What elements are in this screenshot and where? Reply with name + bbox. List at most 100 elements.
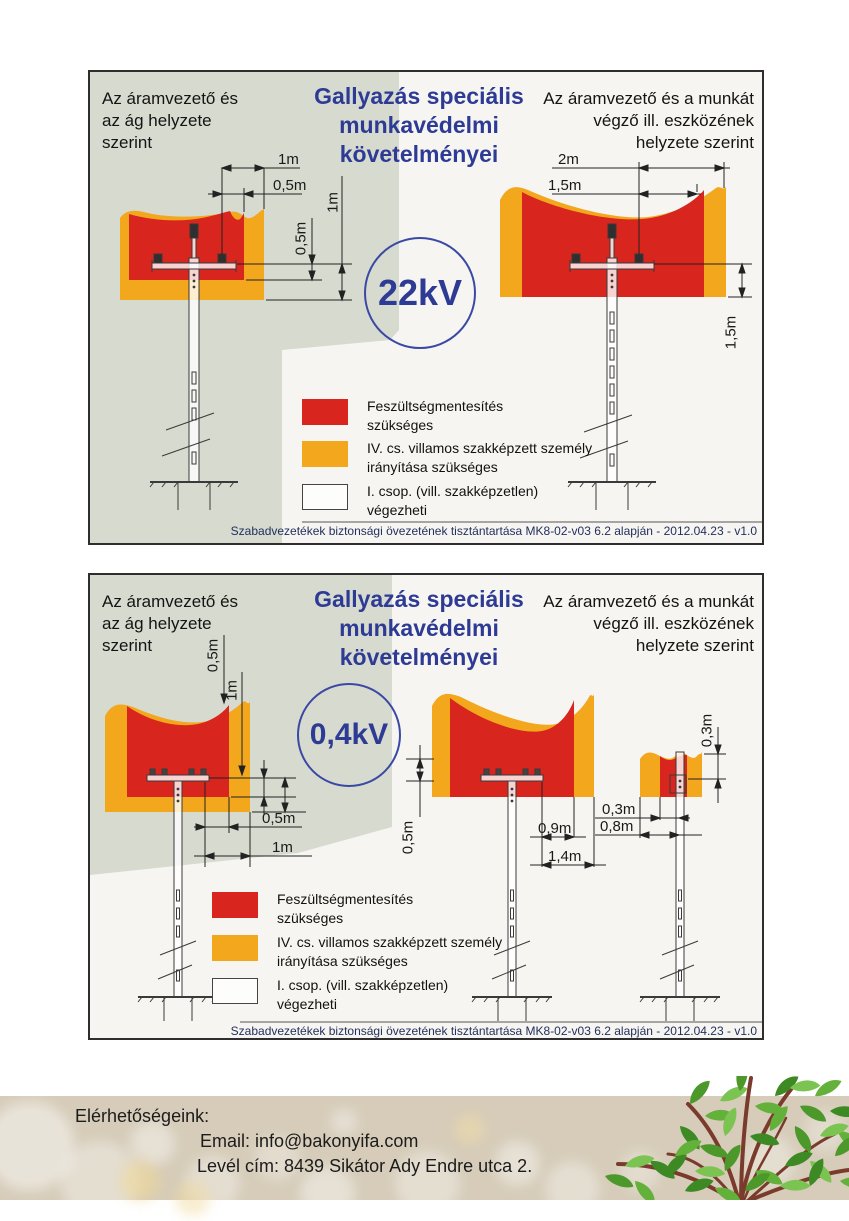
dim-label: 0,5m bbox=[262, 810, 296, 827]
legend-swatch-orange bbox=[302, 441, 348, 467]
break-mark bbox=[661, 940, 699, 956]
break-mark bbox=[659, 964, 695, 980]
header-right-line: végző ill. eszközének bbox=[593, 111, 754, 130]
pole-body bbox=[173, 780, 183, 998]
legend-swatch-red bbox=[212, 892, 258, 918]
header-right-line: helyzete szerint bbox=[635, 636, 754, 655]
utility-pole-left bbox=[137, 768, 218, 1021]
background-white-region bbox=[282, 72, 762, 543]
bokeh-circle bbox=[330, 1108, 358, 1136]
crossarm bbox=[146, 774, 210, 782]
leaf-cluster bbox=[603, 1076, 849, 1200]
title-line: munkavédelmi bbox=[339, 615, 499, 641]
dim-label: 0,3m bbox=[602, 801, 636, 818]
break-mark bbox=[161, 438, 211, 457]
header-right: Az áramvezető és a munkát végző ill. esz… bbox=[522, 88, 754, 154]
voltage-label: 0,4kV bbox=[309, 718, 389, 751]
insulator bbox=[571, 253, 581, 264]
voltage-label: 22kV bbox=[377, 272, 463, 313]
insulator bbox=[217, 253, 227, 264]
insulator bbox=[153, 253, 163, 264]
break-mark bbox=[165, 412, 215, 431]
title-line: követelményei bbox=[339, 644, 499, 670]
dim-label: 0,5m bbox=[273, 177, 307, 194]
dimension-lines bbox=[208, 162, 752, 302]
header-left: Az áramvezető és az ág helyzete szerint bbox=[102, 88, 272, 154]
voltage-badge-04kv: 0,4kV bbox=[297, 683, 401, 787]
header-left-line: az ág helyzete bbox=[102, 111, 212, 130]
dim-label: 0,5m bbox=[399, 820, 417, 855]
header-left-line: Az áramvezető és bbox=[102, 89, 239, 108]
break-mark bbox=[157, 964, 193, 980]
dim-label: 1m bbox=[278, 151, 299, 168]
break-mark bbox=[159, 940, 197, 956]
header-left-line: Az áramvezető és bbox=[102, 592, 239, 611]
break-mark bbox=[491, 964, 527, 980]
dim-label: 1,5m bbox=[722, 315, 740, 350]
dim-label: 0,8m bbox=[600, 818, 634, 835]
zone-red bbox=[450, 698, 574, 797]
crossarm bbox=[480, 774, 544, 782]
title-line: Gallyazás speciális bbox=[314, 586, 524, 612]
header-right: Az áramvezető és a munkát végző ill. esz… bbox=[522, 591, 754, 657]
header-left-line: szerint bbox=[102, 636, 153, 655]
legend-text: I. csop. (vill. szakképzetlen) végezheti bbox=[277, 977, 449, 1012]
pole-top-insulator bbox=[607, 223, 617, 239]
diagram-canvas-04kv bbox=[90, 575, 762, 1038]
bokeh-circle bbox=[120, 1161, 160, 1201]
bokeh-circle bbox=[130, 1121, 175, 1166]
break-mark bbox=[583, 414, 633, 433]
break-mark bbox=[579, 440, 629, 459]
legend-text: Feszültségmentesítés szükséges bbox=[277, 891, 414, 926]
page-title: Gallyazás speciális munkavédelmi követel… bbox=[295, 585, 543, 672]
dim-label: 1m bbox=[272, 839, 293, 856]
footnote: Szabadvezetékek biztonsági övezetének ti… bbox=[230, 524, 757, 538]
dim-label: 1m bbox=[324, 192, 342, 213]
dim-label: 1,4m bbox=[548, 848, 582, 865]
contact-email: Email: info@bakonyifa.com bbox=[200, 1131, 419, 1151]
legend-swatch-white bbox=[302, 484, 348, 510]
utility-pole-middle bbox=[471, 768, 552, 1021]
bracket bbox=[669, 774, 687, 794]
contact-heading: Elérhetőségeink: bbox=[75, 1106, 210, 1126]
pole-top-insulator bbox=[189, 223, 199, 239]
header-right-line: Az áramvezető és a munkát bbox=[543, 89, 754, 108]
bokeh-circle bbox=[455, 1114, 485, 1144]
header-right-line: Az áramvezető és a munkát bbox=[543, 592, 754, 611]
dim-label: 0,3m bbox=[698, 713, 716, 748]
dimension-lines bbox=[194, 635, 726, 869]
background-white-region bbox=[90, 575, 762, 1038]
pole-body bbox=[675, 751, 685, 998]
insulator bbox=[634, 253, 644, 264]
legend-swatch-red bbox=[302, 399, 348, 425]
leaves-decoration bbox=[603, 1076, 849, 1200]
pole-body bbox=[188, 257, 200, 483]
page-title: Gallyazás speciális munkavédelmi követel… bbox=[295, 82, 543, 169]
header-right-line: helyzete szerint bbox=[635, 133, 754, 152]
legend-text: I. csop. (vill. szakképzetlen) végezheti bbox=[367, 483, 539, 518]
panel-22kv: Az áramvezető és az ág helyzete szerint … bbox=[88, 70, 764, 545]
legend-text: IV. cs. villamos szakképzett személy irá… bbox=[367, 440, 593, 475]
zone-red bbox=[129, 211, 244, 280]
bokeh-circle bbox=[175, 1181, 210, 1216]
bokeh-circle bbox=[255, 1136, 300, 1181]
voltage-badge-22kv: 22kV bbox=[364, 237, 476, 349]
legend-swatch-orange bbox=[212, 935, 258, 961]
header-right-line: végző ill. eszközének bbox=[593, 614, 754, 633]
utility-pole-right bbox=[567, 223, 656, 510]
utility-pole-left bbox=[149, 223, 238, 510]
dim-label: 2m bbox=[558, 151, 579, 168]
crossarm bbox=[569, 262, 655, 270]
header-left-line: az ág helyzete bbox=[102, 614, 212, 633]
dim-label: 1,5m bbox=[548, 177, 582, 194]
break-mark bbox=[493, 940, 531, 956]
title-line: Gallyazás speciális bbox=[314, 83, 524, 109]
bokeh-circle bbox=[495, 1141, 540, 1186]
legend-text: IV. cs. villamos szakképzett személy irá… bbox=[277, 934, 503, 969]
diagram-canvas-22kv bbox=[120, 72, 762, 543]
dim-label: 0,5m bbox=[204, 638, 222, 673]
crossarm bbox=[151, 262, 237, 270]
safety-zones-middle bbox=[432, 693, 594, 797]
dim-label: 0,9m bbox=[538, 820, 572, 837]
